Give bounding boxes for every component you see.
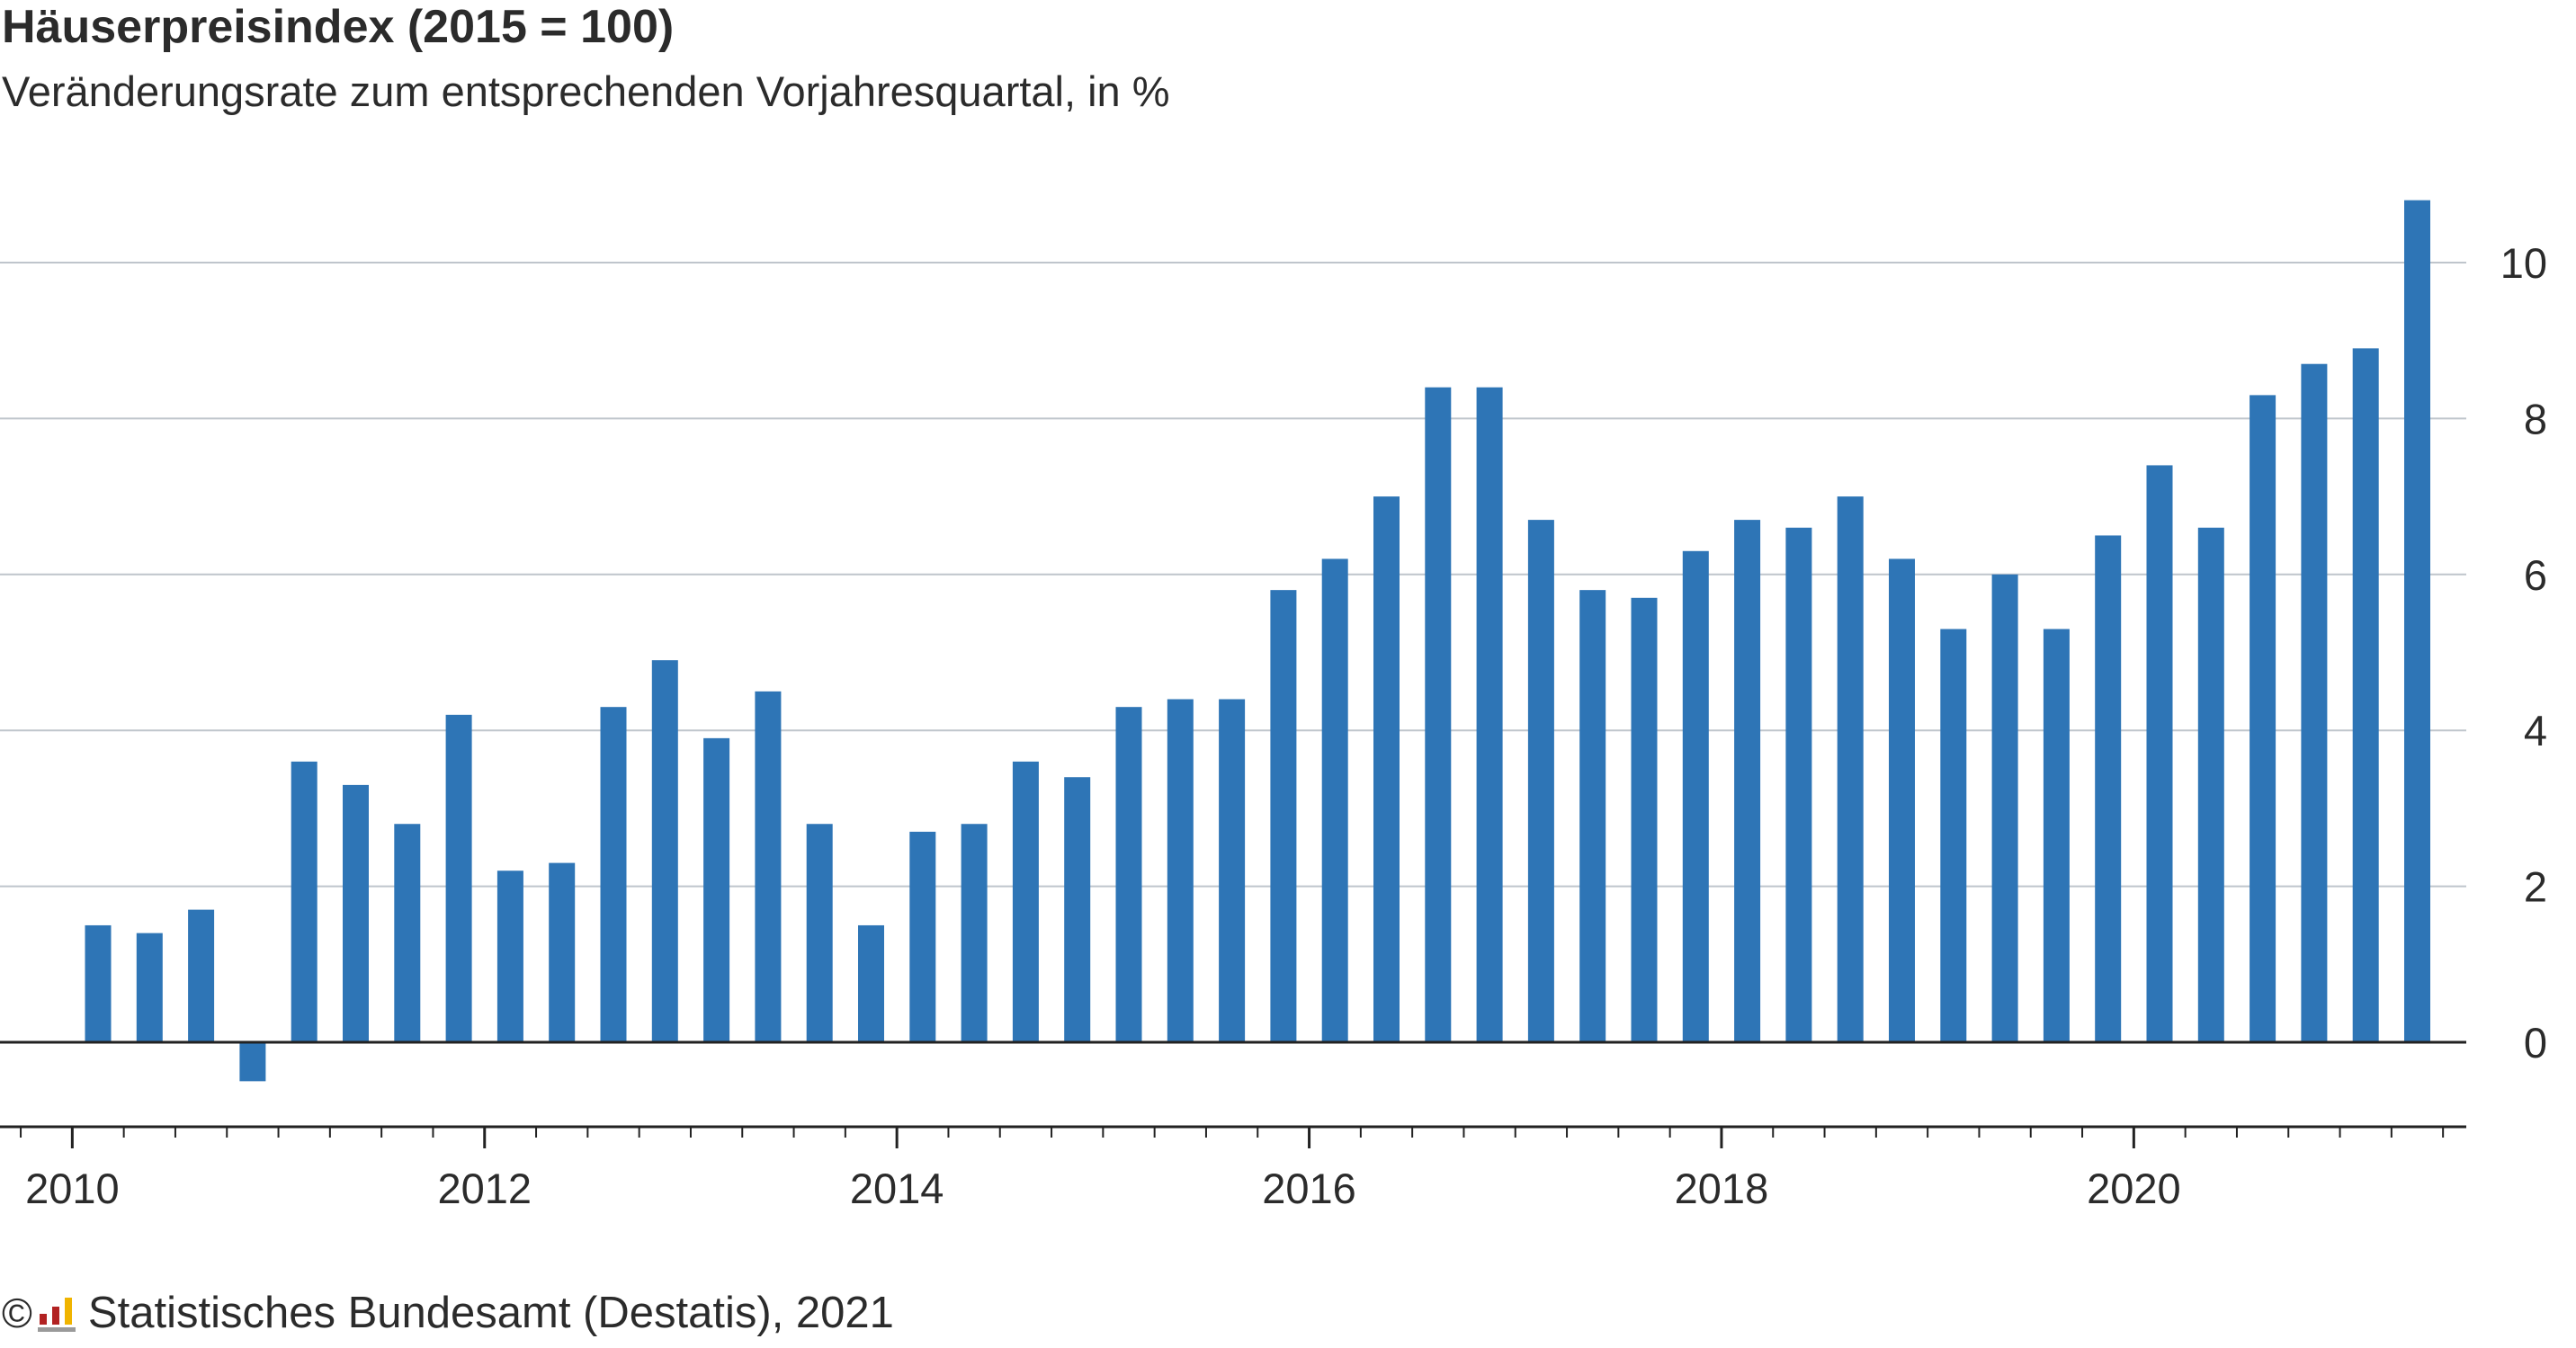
bar-2011-Q2 — [343, 784, 369, 1042]
bar-2010-Q2 — [136, 933, 163, 1042]
bars — [85, 200, 2430, 1082]
bar-chart: 0 2 4 6 8 10 2010 2012 2014 2016 2018 2020 — [0, 200, 2547, 1212]
bar-2020-Q2 — [2197, 527, 2224, 1042]
bar-2013-Q4 — [858, 924, 884, 1042]
bar-2011-Q4 — [445, 714, 472, 1042]
bar-2021-Q1 — [2352, 348, 2379, 1042]
y-tick-label-0: 0 — [2524, 1019, 2547, 1067]
bar-2017-Q2 — [1579, 590, 1606, 1042]
bar-2015-Q2 — [1167, 699, 1194, 1042]
bar-2010-Q4 — [239, 1042, 266, 1082]
bar-2018-Q3 — [1837, 496, 1864, 1042]
x-tick-label-2020: 2020 — [2087, 1165, 2181, 1212]
bar-2015-Q4 — [1270, 590, 1297, 1042]
bar-2014-Q3 — [1012, 761, 1039, 1042]
y-tick-label-2: 2 — [2524, 863, 2547, 911]
x-tick-label-2018: 2018 — [1675, 1165, 1769, 1212]
x-tick-label-2010: 2010 — [25, 1165, 120, 1212]
bar-2017-Q4 — [1682, 550, 1709, 1042]
x-tick-label-2012: 2012 — [437, 1165, 532, 1212]
bar-2018-Q2 — [1785, 527, 1812, 1042]
bar-2020-Q3 — [2250, 395, 2276, 1042]
bar-2019-Q3 — [2043, 629, 2070, 1042]
bar-2014-Q2 — [961, 824, 988, 1042]
tick-labels: 0 2 4 6 8 10 2010 2012 2014 2016 2018 2020 — [25, 239, 2547, 1212]
y-tick-label-6: 6 — [2524, 551, 2547, 599]
source-text: Statistisches Bundesamt (Destatis), 2021 — [87, 1289, 894, 1337]
bar-2016-Q3 — [1425, 387, 1452, 1043]
y-tick-label-4: 4 — [2524, 707, 2547, 754]
axes — [0, 1040, 2466, 1148]
bar-2011-Q3 — [394, 824, 421, 1042]
bar-2019-Q2 — [1991, 574, 2018, 1042]
bar-2017-Q3 — [1631, 597, 1658, 1042]
x-tick-label-2016: 2016 — [1262, 1165, 1356, 1212]
bar-2012-Q1 — [496, 870, 523, 1042]
bar-2011-Q1 — [291, 761, 318, 1042]
bar-2014-Q1 — [909, 831, 936, 1042]
bar-2020-Q1 — [2146, 465, 2173, 1042]
bar-2019-Q1 — [1940, 629, 1967, 1042]
bar-2010-Q3 — [188, 909, 215, 1042]
x-tick-label-2014: 2014 — [850, 1165, 944, 1212]
bar-2013-Q2 — [755, 691, 782, 1042]
y-tick-label-8: 8 — [2524, 395, 2547, 442]
y-tick-label-10: 10 — [2500, 239, 2547, 287]
bar-2013-Q1 — [703, 737, 730, 1042]
chart-subtitle: Veränderungsrate zum entsprechenden Vorj… — [2, 67, 1170, 115]
bar-2021-Q2 — [2404, 200, 2430, 1042]
bar-2012-Q2 — [549, 862, 576, 1042]
source-line: © Statistisches Bundesamt (Destatis), 20… — [2, 1288, 894, 1338]
bar-2017-Q1 — [1527, 520, 1554, 1042]
copyright-symbol: © — [2, 1290, 32, 1336]
bar-2015-Q1 — [1115, 707, 1142, 1042]
bar-2013-Q3 — [806, 824, 833, 1042]
bar-2016-Q1 — [1321, 558, 1348, 1042]
destatis-logo-icon — [37, 1298, 76, 1332]
bar-2012-Q4 — [651, 660, 678, 1042]
chart-title: Häuserpreisindex (2015 = 100) — [2, 1, 675, 53]
bar-2014-Q4 — [1064, 777, 1091, 1042]
bar-2016-Q4 — [1476, 387, 1503, 1043]
bar-2019-Q4 — [2095, 535, 2122, 1042]
bar-2012-Q3 — [600, 707, 627, 1042]
bar-2010-Q1 — [85, 924, 112, 1042]
bar-2015-Q3 — [1219, 699, 1246, 1042]
bar-2018-Q1 — [1734, 520, 1761, 1042]
bar-2016-Q2 — [1373, 496, 1400, 1042]
bar-2018-Q4 — [1889, 558, 1915, 1042]
bar-2020-Q4 — [2301, 363, 2328, 1043]
